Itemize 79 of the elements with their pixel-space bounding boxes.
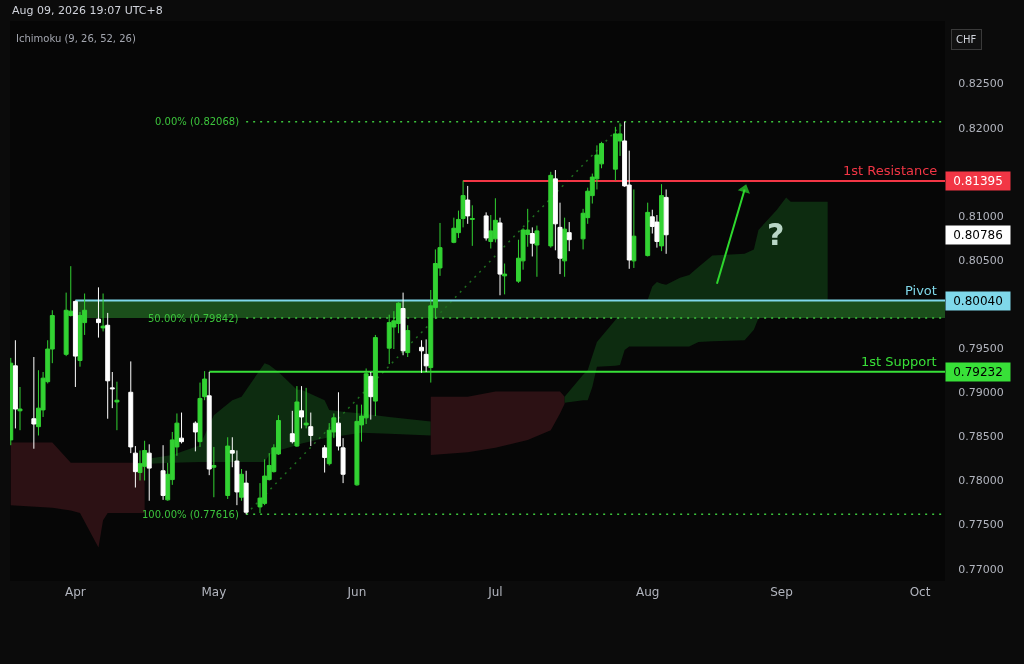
text: 0.80786 (953, 228, 1003, 242)
candlestick (497, 217, 503, 296)
candlestick (17, 386, 23, 431)
candlestick (663, 188, 669, 255)
candlestick (529, 226, 535, 257)
candlestick (128, 360, 134, 454)
y-tick-label: 0.81000 (958, 209, 1004, 223)
y-tick-label: 0.77500 (958, 518, 1004, 532)
candlestick (243, 470, 249, 515)
candlestick (303, 387, 309, 429)
x-tick-label: Oct (909, 585, 931, 600)
candlestick (146, 443, 152, 502)
candlestick (10, 357, 14, 446)
candlestick (400, 292, 406, 356)
x-tick-label: Aug (635, 585, 660, 600)
annotation: Ichimoku (9, 26, 52, 26) (16, 33, 136, 44)
candlestick (419, 339, 425, 374)
y-tick-label: 0.82500 (958, 77, 1004, 91)
candlestick (423, 338, 429, 373)
candlestick (109, 371, 115, 409)
candlestick (372, 334, 378, 417)
x-tick-label: May (201, 585, 227, 600)
candlestick (368, 371, 374, 421)
series-label: 100.00% (0.77616) (142, 509, 239, 520)
candlestick (465, 185, 471, 225)
series-label: 50.00% (0.79842) (148, 313, 239, 324)
data-label: 0.79232 (953, 365, 1003, 379)
x-tick-label: Jun (346, 585, 367, 600)
series-label: 1st Support (861, 354, 937, 369)
candlestick (308, 412, 314, 447)
y-tick-label: 0.77000 (958, 562, 1004, 576)
candlestick (12, 339, 18, 429)
series-label: Pivot (905, 283, 937, 298)
candlestick (289, 410, 295, 444)
x-tick-label: Sep (770, 585, 793, 600)
candlestick (299, 385, 305, 429)
text: Aug 09, 2026 19:07 UTC+8 (12, 4, 163, 17)
y-tick-label: 0.82000 (958, 121, 1004, 135)
candlestick (645, 202, 651, 257)
candlestick (386, 314, 392, 365)
x-tick-label: Apr (65, 585, 86, 600)
candlestick (566, 221, 572, 252)
candlestick (631, 188, 637, 269)
candlestick (294, 385, 300, 448)
text: CHF (956, 34, 977, 45)
candlestick (483, 211, 489, 242)
candlestick (179, 412, 185, 444)
candlestick (211, 446, 217, 498)
series-label: 1st Resistance (843, 163, 938, 178)
candlestick (562, 217, 568, 278)
y-tick-label: 0.80500 (958, 253, 1004, 267)
candlestick (322, 444, 328, 474)
y-tick-label: 0.79000 (958, 386, 1004, 400)
candlestick (72, 300, 78, 388)
candlestick (31, 356, 37, 450)
candlestick (192, 420, 198, 452)
annotation: ? (767, 217, 785, 252)
candlestick (469, 204, 475, 247)
candlestick (548, 171, 554, 249)
candlestick (534, 225, 540, 278)
candlestick (160, 444, 166, 501)
candlestick (95, 286, 101, 339)
candlestick (654, 214, 660, 249)
data-label: 0.81395 (953, 174, 1003, 188)
candlestick (132, 445, 138, 489)
candlestick (354, 404, 360, 487)
series-label: 0.00% (0.82068) (155, 116, 240, 127)
candlestick (502, 263, 508, 295)
candlestick (100, 293, 106, 332)
candlestick (225, 436, 231, 500)
candlestick (206, 371, 212, 476)
y-tick-label: 0.78500 (958, 430, 1004, 444)
candlestick (659, 183, 665, 252)
candlestick (114, 381, 120, 431)
data-label: 0.80040 (953, 294, 1003, 308)
y-tick-label: 0.78000 (958, 474, 1004, 488)
y-tick-label: 0.79500 (958, 342, 1004, 356)
x-tick-label: Jul (487, 585, 503, 600)
candlestick (105, 312, 111, 420)
